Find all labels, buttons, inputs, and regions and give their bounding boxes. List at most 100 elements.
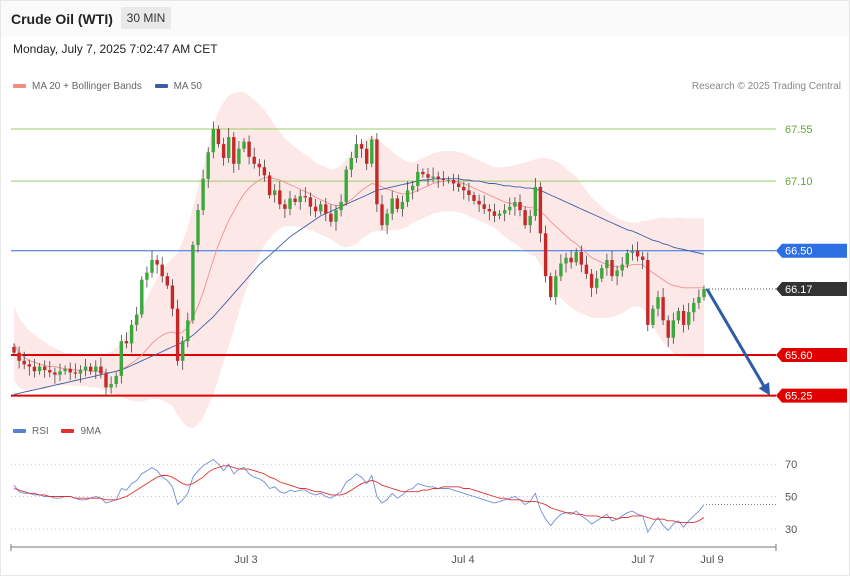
candle-body [584, 264, 589, 274]
candle-body [308, 197, 313, 207]
candle-body [467, 190, 471, 195]
candle-body [211, 129, 215, 153]
candle [278, 181, 282, 210]
candle-body [436, 176, 440, 179]
candle [186, 312, 190, 348]
forecast-arrow-shaft [705, 288, 768, 391]
candle [119, 334, 123, 384]
candle [155, 255, 159, 274]
candle [303, 187, 307, 203]
candle [324, 198, 328, 222]
candle-body [22, 360, 26, 365]
candle-body [518, 202, 522, 211]
candle-body [58, 371, 62, 375]
candle-body [109, 384, 113, 388]
candle [554, 269, 558, 305]
candle [89, 363, 93, 375]
candle-body [324, 204, 328, 214]
candle [135, 306, 139, 332]
candle-body [104, 373, 108, 388]
candle-body [78, 370, 83, 374]
candle-body [600, 268, 604, 279]
candle [334, 205, 338, 231]
candle-body [559, 263, 563, 277]
candle [201, 169, 205, 215]
candle [666, 315, 670, 347]
candle-body [227, 137, 231, 158]
candle-body [63, 368, 67, 372]
time-axis-label: Jul 9 [700, 554, 723, 566]
candle [354, 135, 359, 163]
candle [359, 139, 364, 158]
candle [53, 367, 57, 384]
candlesticks [12, 121, 706, 397]
candle [32, 358, 37, 378]
candle [73, 363, 77, 379]
candle [641, 251, 645, 270]
candle-body [124, 341, 129, 344]
candle [196, 203, 200, 253]
candle-body [53, 372, 57, 375]
candle-body [538, 186, 543, 234]
candle-body [543, 233, 548, 277]
candle-body [257, 163, 261, 168]
candle-body [94, 366, 98, 372]
candle [620, 256, 624, 277]
candle-body [503, 210, 507, 214]
candle [191, 241, 195, 324]
candle-body [267, 175, 272, 196]
level-label-67.10: 67.10 [785, 176, 813, 188]
candle-body [564, 257, 568, 264]
candle-body [160, 264, 164, 277]
candle [216, 125, 221, 148]
candle [385, 208, 389, 235]
legend-item-rsi: RSI [13, 426, 49, 437]
candle [22, 351, 26, 370]
candle [329, 204, 333, 227]
candle [365, 141, 369, 171]
candle-body [191, 244, 195, 321]
candle-body [145, 272, 149, 280]
candle [497, 210, 502, 220]
candle-body [273, 190, 277, 195]
candle [99, 357, 103, 379]
candle [477, 194, 481, 212]
timeframe-badge[interactable]: 30 MIN [121, 7, 171, 29]
candle-body [431, 176, 435, 178]
time-axis: Jul 3 Jul 4 Jul 7 Jul 9 [10, 544, 777, 566]
level-label-66.50: 66.50 [785, 246, 813, 258]
candle-body [656, 297, 660, 309]
candle-body [554, 276, 558, 298]
candle [656, 290, 660, 317]
level-label-65.25: 65.25 [785, 391, 813, 403]
candle [83, 358, 88, 377]
candle-body [375, 139, 379, 205]
candle [283, 199, 287, 219]
candle-body [262, 167, 267, 176]
candle [267, 171, 272, 199]
candle [370, 135, 374, 168]
report-datetime: Monday, July 7, 2025 7:02:47 AM CET [13, 42, 218, 56]
candle [559, 254, 563, 282]
time-axis-label: Jul 7 [631, 554, 654, 566]
candle-body [482, 204, 486, 209]
candle [549, 272, 553, 301]
candle-body [635, 250, 640, 257]
candle-body [661, 297, 665, 321]
candle [247, 135, 251, 165]
candle [27, 359, 31, 376]
candle-body [89, 366, 93, 372]
candle [160, 256, 164, 283]
candle-body [73, 372, 77, 374]
candle-body [365, 148, 369, 164]
level-tag-65.60 [776, 348, 847, 363]
candle-body [457, 183, 461, 187]
candle [482, 195, 486, 214]
legend-swatch-ma20 [13, 84, 26, 89]
candle [671, 312, 675, 344]
candle-body [278, 190, 282, 205]
candle [635, 241, 640, 262]
candle [339, 194, 343, 217]
candle [457, 174, 461, 192]
